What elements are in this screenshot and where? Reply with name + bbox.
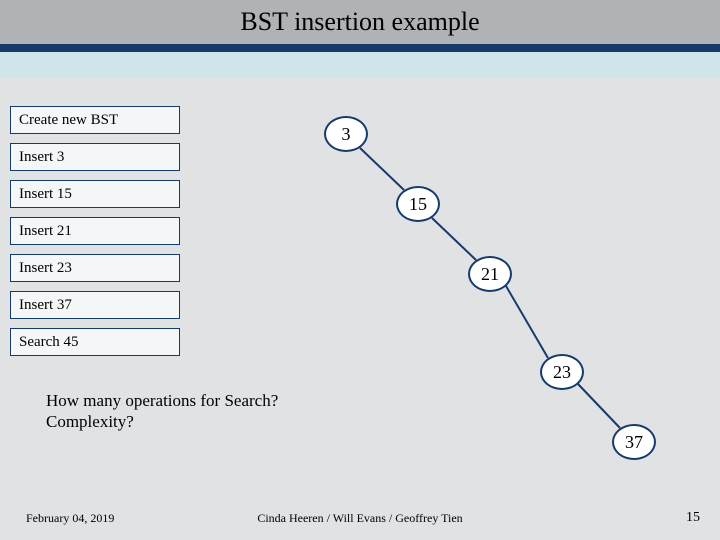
operation-step: Insert 21: [10, 217, 180, 245]
operation-step: Insert 15: [10, 180, 180, 208]
question-text: How many operations for Search? Complexi…: [46, 390, 278, 433]
operation-step: Insert 37: [10, 291, 180, 319]
operation-step: Insert 3: [10, 143, 180, 171]
footer-page: 15: [686, 510, 700, 526]
tree-node: 37: [612, 424, 656, 460]
question-line-1: How many operations for Search?: [46, 391, 278, 410]
header-stripe-dark: [0, 44, 720, 52]
operation-step: Insert 23: [10, 254, 180, 282]
tree-node: 21: [468, 256, 512, 292]
question-line-2: Complexity?: [46, 412, 134, 431]
footer-authors: Cinda Heeren / Will Evans / Geoffrey Tie…: [0, 511, 720, 526]
header-stripe-light: [0, 52, 720, 78]
slide-title: BST insertion example: [240, 7, 479, 36]
operation-step: Create new BST: [10, 106, 180, 134]
tree-node: 3: [324, 116, 368, 152]
tree-node: 23: [540, 354, 584, 390]
tree-node: 15: [396, 186, 440, 222]
operation-step: Search 45: [10, 328, 180, 356]
title-bar: BST insertion example: [0, 0, 720, 44]
